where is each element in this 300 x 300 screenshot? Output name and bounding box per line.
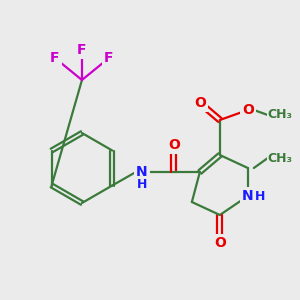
Text: O: O <box>194 96 206 110</box>
Text: H: H <box>137 178 147 190</box>
Text: N: N <box>242 189 254 203</box>
Text: F: F <box>104 51 114 65</box>
Text: O: O <box>168 138 180 152</box>
Text: N: N <box>136 165 148 179</box>
Text: F: F <box>77 43 87 57</box>
Text: H: H <box>255 190 265 202</box>
Text: CH₃: CH₃ <box>268 152 293 164</box>
Text: F: F <box>50 51 60 65</box>
Text: O: O <box>242 103 254 117</box>
Text: CH₃: CH₃ <box>268 109 293 122</box>
Text: O: O <box>214 236 226 250</box>
